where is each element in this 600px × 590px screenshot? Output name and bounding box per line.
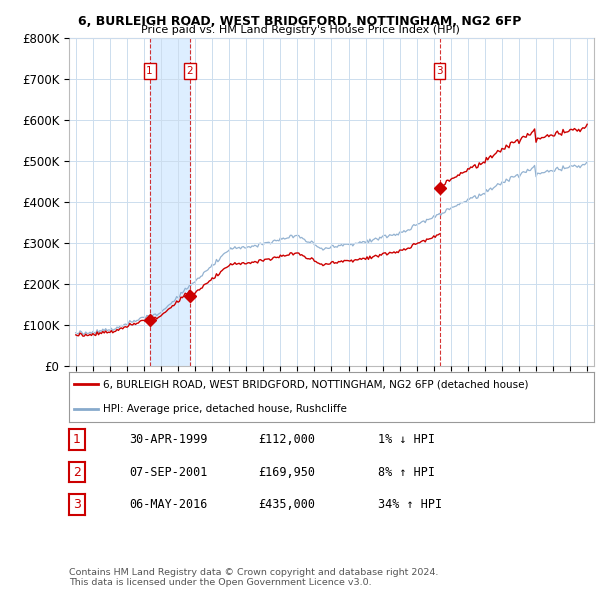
Text: £435,000: £435,000 [258,498,315,511]
Text: £169,950: £169,950 [258,466,315,478]
Text: Price paid vs. HM Land Registry's House Price Index (HPI): Price paid vs. HM Land Registry's House … [140,25,460,35]
Text: £112,000: £112,000 [258,433,315,446]
Text: 6, BURLEIGH ROAD, WEST BRIDGFORD, NOTTINGHAM, NG2 6FP (detached house): 6, BURLEIGH ROAD, WEST BRIDGFORD, NOTTIN… [103,379,529,389]
Text: 1% ↓ HPI: 1% ↓ HPI [378,433,435,446]
Text: 3: 3 [436,66,443,76]
Text: 6, BURLEIGH ROAD, WEST BRIDGFORD, NOTTINGHAM, NG2 6FP: 6, BURLEIGH ROAD, WEST BRIDGFORD, NOTTIN… [79,15,521,28]
Text: 8% ↑ HPI: 8% ↑ HPI [378,466,435,478]
Text: 2: 2 [73,466,81,478]
Text: HPI: Average price, detached house, Rushcliffe: HPI: Average price, detached house, Rush… [103,404,347,414]
Text: 34% ↑ HPI: 34% ↑ HPI [378,498,442,511]
Text: 30-APR-1999: 30-APR-1999 [129,433,208,446]
Text: 1: 1 [73,433,81,446]
Text: 07-SEP-2001: 07-SEP-2001 [129,466,208,478]
Bar [149,38,190,366]
Text: 2: 2 [187,66,193,76]
Text: Contains HM Land Registry data © Crown copyright and database right 2024.
This d: Contains HM Land Registry data © Crown c… [69,568,439,587]
Text: 3: 3 [73,498,81,511]
Text: 1: 1 [146,66,153,76]
Text: 06-MAY-2016: 06-MAY-2016 [129,498,208,511]
